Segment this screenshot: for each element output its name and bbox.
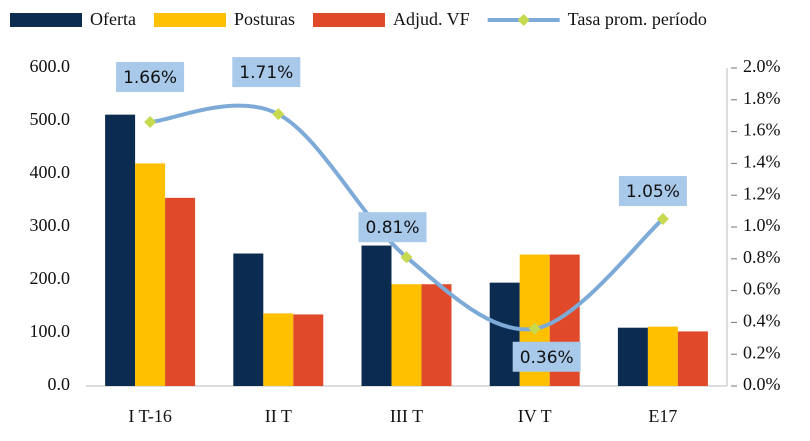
y2-tick-label: 0.6%: [743, 279, 781, 299]
legend-swatch: [153, 13, 226, 27]
y2-tick-label: 1.6%: [743, 120, 781, 140]
marker: [656, 213, 669, 226]
marker: [400, 251, 413, 264]
y2-tick-label: 0.0%: [743, 374, 781, 394]
bar: [105, 114, 136, 386]
y-tick-label: 200.0: [30, 268, 71, 288]
y2-tick-label: 1.4%: [743, 152, 781, 172]
legend-swatch: [10, 13, 82, 27]
y-tick-label: 500.0: [30, 109, 71, 129]
y-tick-label: 400.0: [30, 162, 71, 182]
x-tick-label: II T: [265, 406, 292, 426]
data-label: 1.71%: [239, 63, 293, 83]
bar: [361, 245, 392, 386]
legend-label: Oferta: [90, 9, 136, 29]
bar: [135, 163, 166, 386]
y-tick-label: 100.0: [30, 321, 71, 341]
legend-marker: [517, 14, 530, 26]
y2-tick-label: 1.0%: [743, 215, 781, 235]
label-box: [512, 341, 581, 372]
bar: [647, 326, 678, 386]
y2-tick-label: 1.8%: [743, 88, 781, 108]
y-tick-label: 300.0: [30, 215, 71, 235]
bar: [293, 314, 324, 386]
bar: [263, 313, 294, 386]
x-tick-label: E17: [648, 406, 677, 426]
marker: [272, 108, 285, 121]
bar: [165, 197, 196, 386]
bar: [617, 327, 648, 386]
bar: [233, 253, 264, 386]
label-box: [116, 62, 185, 93]
x-tick-label: IV T: [518, 406, 552, 426]
label-box: [358, 212, 427, 243]
data-label: 0.81%: [365, 218, 419, 238]
x-tick-label: I T-16: [128, 406, 172, 426]
marker: [528, 322, 541, 335]
y-tick-label: 600.0: [30, 56, 71, 76]
bar: [391, 284, 422, 386]
y-tick-label: 0.0: [48, 374, 71, 394]
legend-swatch: [312, 13, 385, 27]
legend-label: Adjud. VF: [393, 9, 470, 29]
x-tick-label: III T: [390, 406, 423, 426]
marker: [144, 116, 157, 129]
label-box: [232, 57, 301, 88]
y2-tick-label: 0.4%: [743, 311, 781, 331]
legend-label: Posturas: [234, 9, 295, 29]
label-box: [618, 176, 687, 207]
legend-label: Tasa prom. período: [568, 9, 707, 29]
data-label: 1.05%: [626, 182, 680, 202]
data-label: 0.36%: [520, 348, 574, 368]
y2-tick-label: 1.2%: [743, 183, 781, 203]
bar: [677, 331, 708, 386]
data-label: 1.66%: [123, 68, 177, 88]
y2-tick-label: 0.2%: [743, 342, 781, 362]
y2-tick-label: 0.8%: [743, 247, 781, 267]
y2-tick-label: 2.0%: [743, 56, 781, 76]
bar: [421, 284, 452, 386]
